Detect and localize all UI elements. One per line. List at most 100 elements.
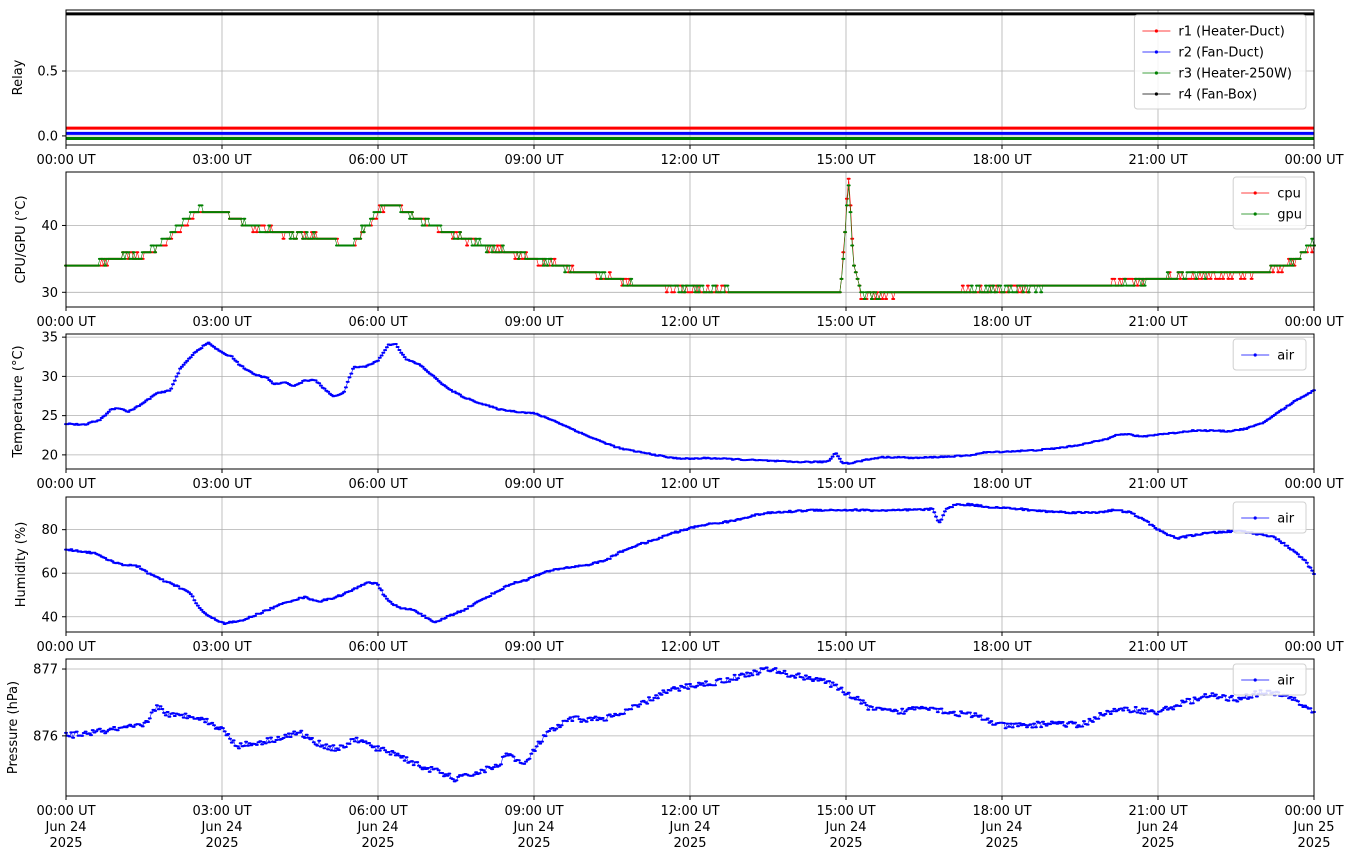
legend-label: air xyxy=(1277,512,1295,527)
legend-marker xyxy=(1253,191,1257,195)
x-tick-label: 18:00 UT xyxy=(972,640,1031,655)
y-axis-label: Temperature (°C) xyxy=(11,345,26,458)
legend-item: gpu xyxy=(1241,208,1302,223)
legend: r1 (Heater-Duct) r2 (Fan-Duct) r3 (Heater-… xyxy=(1133,14,1307,110)
x-tick-label: 18:00 UT xyxy=(972,315,1031,330)
legend-label: r1 (Heater-Duct) xyxy=(1178,25,1284,40)
y-tick-label: 0.5 xyxy=(37,65,58,80)
x-tick-label: 00:00 UT xyxy=(36,477,95,492)
x-tick-label: 21:00 UT Jun 24 2025 xyxy=(1128,804,1187,851)
y-axis-label: Relay xyxy=(11,59,26,95)
panel-1: 0.0 0.5 00:00 UT 03:00 UT 06:00 UT 09:00 UT 12… xyxy=(11,9,1344,168)
x-tick-label: 18:00 UT xyxy=(972,477,1031,492)
legend-marker xyxy=(1154,50,1158,54)
legend-marker xyxy=(1154,92,1158,96)
x-tick-label: 00:00 UT xyxy=(36,153,95,168)
legend-marker xyxy=(1253,212,1257,216)
legend-item: air xyxy=(1241,674,1295,689)
legend-label: r3 (Heater-250W) xyxy=(1178,67,1292,82)
y-tick-label: 40 xyxy=(41,219,58,234)
x-tick-label: 06:00 UT xyxy=(348,315,407,330)
y-tick-label: 876 xyxy=(33,729,58,744)
x-tick-label: 03:00 UT xyxy=(192,640,251,655)
legend-frame xyxy=(1232,663,1307,696)
legend-item: air xyxy=(1241,349,1295,364)
y-axis-label: Humidity (%) xyxy=(14,522,29,608)
legend-label: air xyxy=(1277,349,1295,364)
legend-item: r4 (Fan-Box) xyxy=(1142,88,1257,103)
x-tick-label: 03:00 UT xyxy=(192,315,251,330)
legend-frame xyxy=(1232,501,1307,534)
y-tick-label: 25 xyxy=(41,409,58,424)
x-tick-label: 00:00 UT Jun 25 2025 xyxy=(1284,804,1343,851)
series-air xyxy=(64,341,1316,465)
panel-5: 876 877 00:00 UT Jun 24 2025 03:00 UT Jun 24 20… xyxy=(6,658,1344,851)
legend-label: cpu xyxy=(1277,187,1301,202)
x-tick-label: 00:00 UT Jun 24 2025 xyxy=(36,804,95,851)
legend-frame xyxy=(1232,338,1307,371)
x-tick-label: 15:00 UT xyxy=(816,315,875,330)
legend-item: r1 (Heater-Duct) xyxy=(1142,25,1285,40)
x-tick-label: 00:00 UT xyxy=(36,640,95,655)
x-tick-label: 15:00 UT xyxy=(816,477,875,492)
x-tick-label: 12:00 UT xyxy=(660,477,719,492)
x-tick-label: 12:00 UT xyxy=(660,153,719,168)
y-axis-label: CPU/GPU (°C) xyxy=(14,195,29,283)
legend-label: r2 (Fan-Duct) xyxy=(1178,46,1264,61)
x-tick-label: 12:00 UT xyxy=(660,315,719,330)
x-tick-label: 00:00 UT xyxy=(1284,477,1343,492)
x-tick-label: 09:00 UT xyxy=(504,315,563,330)
legend: air xyxy=(1232,663,1307,696)
x-tick-label: 03:00 UT xyxy=(192,477,251,492)
legend-marker xyxy=(1253,353,1257,357)
panel-3: 20 25 30 35 00:00 UT 03:00 UT 06:00 UT 09:00 UT… xyxy=(11,331,1344,492)
x-tick-label: 15:00 UT xyxy=(816,640,875,655)
y-tick-label: 30 xyxy=(41,286,58,301)
x-tick-label: 00:00 UT xyxy=(1284,153,1343,168)
x-tick-label: 12:00 UT xyxy=(660,640,719,655)
legend: air xyxy=(1232,338,1307,371)
x-tick-label: 09:00 UT xyxy=(504,153,563,168)
legend-frame xyxy=(1133,14,1307,110)
legend-item: cpu xyxy=(1241,187,1301,202)
y-tick-label: 30 xyxy=(41,370,58,385)
legend-item: r3 (Heater-250W) xyxy=(1142,67,1292,82)
x-tick-label: 12:00 UT Jun 24 2025 xyxy=(660,804,719,851)
legend-marker xyxy=(1154,29,1158,33)
legend-label: air xyxy=(1277,674,1295,689)
legend: air xyxy=(1232,501,1307,534)
y-tick-label: 60 xyxy=(41,567,58,582)
x-tick-label: 15:00 UT xyxy=(816,153,875,168)
x-tick-label: 21:00 UT xyxy=(1128,315,1187,330)
y-tick-label: 0.0 xyxy=(37,129,58,144)
x-tick-label: 06:00 UT Jun 24 2025 xyxy=(348,804,407,851)
x-tick-label: 21:00 UT xyxy=(1128,477,1187,492)
x-tick-label: 03:00 UT xyxy=(192,153,251,168)
x-tick-label: 21:00 UT xyxy=(1128,640,1187,655)
y-tick-label: 80 xyxy=(41,523,58,538)
legend-marker xyxy=(1154,71,1158,75)
x-tick-label: 18:00 UT Jun 24 2025 xyxy=(972,804,1031,851)
y-tick-label: 20 xyxy=(41,448,58,463)
y-tick-label: 40 xyxy=(41,610,58,625)
y-tick-label: 877 xyxy=(33,663,58,678)
x-tick-label: 00:00 UT xyxy=(1284,640,1343,655)
x-tick-label: 18:00 UT xyxy=(972,153,1031,168)
panel-4: 40 60 80 00:00 UT 03:00 UT 06:00 UT 09:00 UT 12… xyxy=(14,496,1344,655)
x-tick-label: 06:00 UT xyxy=(348,477,407,492)
legend-label: r4 (Fan-Box) xyxy=(1178,88,1257,103)
legend-label: gpu xyxy=(1277,208,1302,223)
legend-item: r2 (Fan-Duct) xyxy=(1142,46,1264,61)
legend-frame xyxy=(1232,176,1307,230)
legend: cpu gpu xyxy=(1232,176,1307,230)
panel-2: 30 40 00:00 UT 03:00 UT 06:00 UT 09:00 UT 12:0… xyxy=(14,171,1344,330)
legend-marker xyxy=(1253,678,1257,682)
legend-marker xyxy=(1253,516,1257,520)
x-tick-label: 00:00 UT xyxy=(36,315,95,330)
x-tick-label: 06:00 UT xyxy=(348,640,407,655)
x-tick-label: 15:00 UT Jun 24 2025 xyxy=(816,804,875,851)
x-tick-label: 09:00 UT Jun 24 2025 xyxy=(504,804,563,851)
x-tick-label: 09:00 UT xyxy=(504,640,563,655)
x-tick-label: 06:00 UT xyxy=(348,153,407,168)
